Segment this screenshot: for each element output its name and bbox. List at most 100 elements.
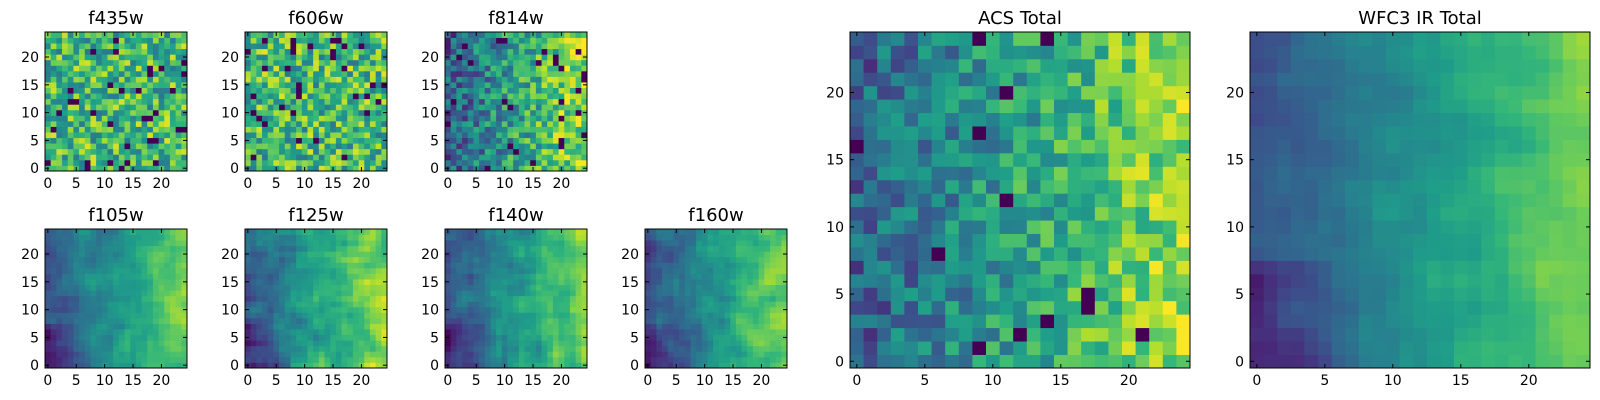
heatmap-cell	[564, 251, 571, 258]
heatmap-cell	[741, 295, 748, 302]
heatmap-cell	[541, 143, 548, 150]
heatmap-cell	[245, 240, 252, 247]
heatmap-cell	[245, 154, 252, 161]
heatmap-cell	[375, 340, 382, 347]
heatmap-cell	[45, 317, 52, 324]
heatmap-cell	[301, 43, 308, 50]
heatmap-cell	[279, 323, 286, 330]
heatmap-cell	[456, 273, 463, 280]
heatmap-cell	[181, 262, 188, 269]
heatmap-cell	[313, 109, 320, 116]
heatmap-cell	[96, 109, 103, 116]
heatmap-cell	[850, 341, 864, 355]
heatmap-cell	[518, 70, 525, 77]
y-tick-label: 20	[21, 247, 39, 263]
heatmap-cell	[181, 256, 188, 263]
heatmap-cell	[318, 159, 325, 166]
heatmap-cell	[972, 260, 987, 275]
heatmap-cell	[181, 234, 188, 241]
heatmap-cell	[507, 54, 514, 61]
heatmap-cell	[96, 345, 103, 352]
heatmap-cell	[113, 234, 120, 241]
heatmap-cell	[445, 290, 452, 297]
heatmap-cell	[484, 126, 491, 133]
heatmap-cell	[673, 279, 680, 285]
heatmap-cell	[541, 273, 548, 280]
heatmap-cell	[45, 126, 52, 133]
heatmap-cell	[490, 70, 497, 77]
heatmap-cell	[273, 267, 280, 274]
heatmap-cell	[575, 256, 582, 263]
heatmap-cell	[267, 82, 274, 88]
heatmap-cell	[262, 256, 269, 263]
heatmap-cell	[375, 65, 382, 72]
axes-frame	[44, 31, 188, 172]
heatmap-cell	[313, 132, 320, 139]
heatmap-cell	[56, 43, 63, 50]
heatmap-cell	[650, 329, 657, 336]
heatmap-cell	[96, 148, 103, 155]
heatmap-cell	[558, 59, 565, 66]
heatmap-cell	[152, 245, 159, 252]
heatmap-cell	[450, 279, 457, 285]
heatmap-cell	[679, 345, 686, 352]
heatmap-cell	[90, 82, 97, 88]
heatmap-cell	[279, 126, 286, 133]
heatmap-cell	[1040, 206, 1055, 221]
heatmap-cell	[775, 240, 782, 247]
heatmap-cell	[1026, 247, 1041, 261]
heatmap-cell	[262, 279, 269, 285]
heatmap-cell	[90, 345, 97, 352]
heatmap-cell	[1162, 327, 1177, 342]
heatmap-cell	[769, 234, 777, 241]
heatmap-cell	[79, 70, 86, 77]
heatmap-cell	[341, 345, 348, 352]
heatmap-cell	[456, 104, 463, 111]
heatmap-cell	[1135, 327, 1150, 342]
heatmap-cell	[564, 104, 571, 111]
heatmap-cell	[535, 82, 542, 88]
heatmap-cell	[735, 234, 742, 241]
heatmap-cell	[313, 159, 320, 166]
heatmap-cell	[84, 65, 91, 72]
heatmap-cell	[575, 356, 582, 363]
heatmap-cell	[1013, 327, 1028, 342]
heatmap-cell	[518, 148, 525, 155]
heatmap-cell	[381, 267, 388, 274]
heatmap-cell	[296, 256, 303, 263]
heatmap-cell	[501, 351, 508, 358]
heatmap-cell	[284, 137, 291, 144]
heatmap-cell	[730, 251, 737, 258]
heatmap-cell	[518, 284, 525, 291]
heatmap-cell	[73, 284, 80, 291]
heatmap-cell	[152, 93, 159, 100]
heatmap-cell	[467, 159, 474, 166]
heatmap-cell	[352, 273, 359, 280]
heatmap-cell	[656, 317, 663, 324]
heatmap-cell	[175, 132, 182, 139]
heatmap-cell	[945, 220, 960, 234]
heatmap-cell	[1040, 260, 1055, 275]
heatmap-cell	[375, 295, 382, 302]
heatmap-cell	[169, 43, 177, 50]
heatmap-cell	[513, 229, 520, 235]
heatmap-cell	[79, 98, 86, 105]
heatmap-cell	[662, 279, 669, 285]
heatmap-cell	[279, 290, 286, 297]
heatmap-cell	[67, 245, 74, 252]
heatmap-cell	[445, 323, 452, 330]
heatmap-cell	[347, 295, 354, 302]
heatmap-cell	[352, 93, 359, 100]
heatmap-cell	[547, 109, 554, 116]
heatmap-cell	[369, 165, 377, 172]
heatmap-cell	[462, 267, 469, 274]
heatmap-cell	[484, 87, 491, 94]
heatmap-cell	[501, 267, 508, 274]
heatmap-cell	[175, 317, 182, 324]
heatmap-cell	[569, 356, 577, 363]
heatmap-cell	[250, 295, 257, 302]
heatmap-cell	[781, 267, 788, 274]
heatmap-cell	[273, 273, 280, 280]
heatmap-cell	[45, 245, 52, 252]
heatmap-cell	[56, 295, 63, 302]
